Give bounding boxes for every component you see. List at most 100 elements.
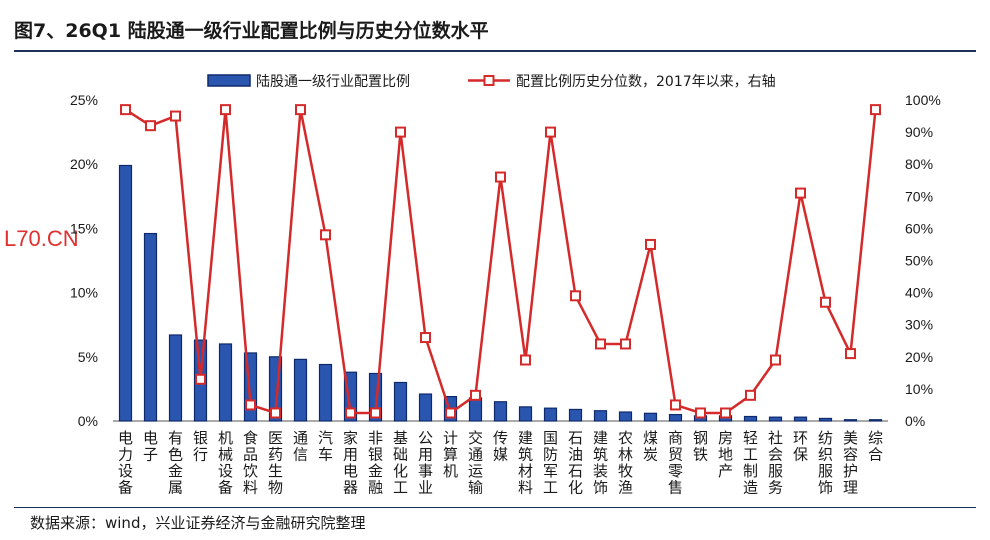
line-point (495, 171, 506, 183)
bar (293, 358, 308, 422)
category-labels: 电力设备电子有色金属银行机械设备食品饮料医药生物通信汽车家用电器非银金融基础化工… (118, 429, 883, 497)
line-point (195, 373, 206, 385)
title-underline (14, 50, 976, 52)
line-point (520, 354, 531, 366)
category-label: 汽车 (318, 429, 333, 464)
left-tick-label: 15% (70, 220, 98, 236)
bar (218, 343, 233, 422)
right-tick-label: 50% (905, 253, 933, 269)
line-point (595, 338, 606, 350)
legend-line-label: 配置比例历史分位数，2017年以来，右轴 (516, 74, 776, 90)
legend-line-marker (483, 75, 495, 86)
line-point (345, 407, 356, 419)
category-label: 商贸零售 (668, 429, 683, 497)
category-label: 电力设备 (118, 429, 133, 497)
line-point (570, 290, 581, 302)
bar (643, 412, 658, 422)
right-axis-ticks: 0% 10% 20% 30% 40% 50% 60% 70% 80% 90% 100% (905, 92, 941, 429)
category-label: 美容护理 (843, 429, 858, 497)
bar (868, 419, 883, 422)
line-point (645, 238, 656, 250)
category-label: 纺织服饰 (818, 429, 833, 497)
category-label: 房地产 (718, 429, 733, 480)
left-tick-label: 25% (70, 92, 98, 108)
line-point (245, 399, 256, 411)
category-label: 机械设备 (218, 429, 233, 497)
category-label: 非银金融 (368, 429, 383, 497)
line-point (220, 104, 231, 116)
bar (318, 363, 333, 422)
source-note: 数据来源：wind，兴业证券经济与金融研究院整理 (30, 514, 366, 532)
bar (393, 381, 408, 422)
line-point (695, 407, 706, 419)
right-tick-label: 90% (905, 124, 933, 140)
line-point (770, 354, 781, 366)
category-label: 电子 (143, 429, 158, 464)
line-point (795, 187, 806, 199)
right-tick-label: 20% (905, 349, 933, 365)
line-point (145, 120, 156, 132)
bar (843, 419, 858, 422)
left-tick-label: 10% (70, 285, 98, 301)
watermark: L70.CN (4, 226, 79, 251)
line-point (395, 126, 406, 138)
bar (518, 406, 533, 422)
footer-divider (14, 507, 976, 508)
category-label: 通信 (293, 429, 308, 464)
bar (593, 410, 608, 422)
left-tick-label: 0% (78, 413, 98, 429)
category-label: 环保 (793, 429, 808, 464)
bar (743, 415, 758, 422)
right-tick-label: 70% (905, 188, 933, 204)
line-point (670, 399, 681, 411)
category-label: 国防军工 (543, 429, 558, 497)
category-label: 家用电器 (343, 429, 358, 497)
category-label: 农林牧渔 (618, 429, 633, 497)
bar (818, 417, 833, 422)
bar (618, 411, 633, 422)
right-tick-label: 80% (905, 156, 933, 172)
right-tick-label: 40% (905, 285, 933, 301)
category-label: 公用事业 (418, 429, 433, 497)
category-label: 基础化工 (393, 429, 408, 497)
category-label: 钢铁 (693, 429, 708, 464)
bar (668, 413, 683, 422)
legend-bar-label: 陆股通一级行业配置比例 (256, 74, 410, 90)
line-point (370, 407, 381, 419)
right-tick-label: 10% (905, 381, 933, 397)
bar (793, 416, 808, 422)
left-axis-ticks: 0% 5% 10% 15% 20% 25% (70, 92, 98, 429)
line-point (120, 104, 131, 116)
category-label: 社会服务 (768, 429, 783, 497)
line-point (295, 104, 306, 116)
bar (568, 408, 583, 422)
legend-bar-swatch (207, 74, 251, 87)
right-tick-label: 60% (905, 220, 933, 236)
line-point (545, 126, 556, 138)
category-label: 石油石化 (568, 429, 583, 497)
category-label: 煤炭 (643, 429, 658, 464)
bar (493, 401, 508, 422)
category-label: 计算机 (443, 429, 458, 480)
left-tick-label: 20% (70, 156, 98, 172)
category-label: 综合 (868, 429, 883, 464)
line-point (845, 348, 856, 360)
category-label: 医药生物 (268, 429, 283, 497)
category-label: 有色金属 (168, 429, 183, 497)
line-series (120, 104, 881, 419)
line-point (745, 389, 756, 401)
line-point (445, 407, 456, 419)
line-point (870, 104, 881, 116)
series-line (124, 108, 877, 415)
category-label: 轻工制造 (743, 429, 758, 497)
legend: 陆股通一级行业配置比例 配置比例历史分位数，2017年以来，右轴 (207, 74, 776, 90)
right-tick-label: 100% (905, 92, 941, 108)
chart-title: 图7、26Q1 陆股通一级行业配置比例与历史分位数水平 (14, 20, 489, 42)
bar (468, 397, 483, 422)
right-tick-label: 0% (905, 413, 925, 429)
category-label: 传媒 (493, 429, 508, 464)
line-point (320, 229, 331, 241)
category-label: 建筑装饰 (593, 429, 608, 497)
bar (768, 416, 783, 422)
